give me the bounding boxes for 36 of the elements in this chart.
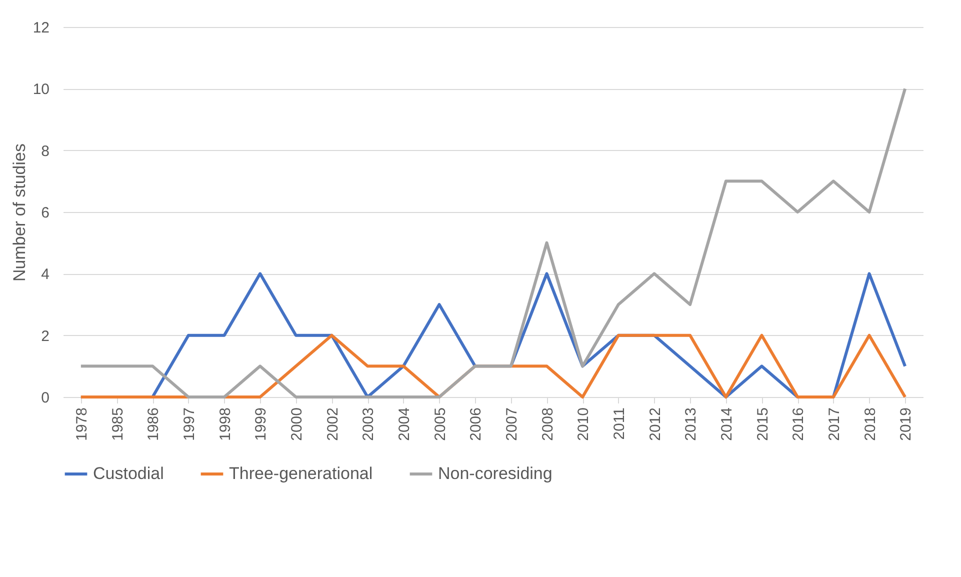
y-axis-title: Number of studies xyxy=(10,144,29,282)
x-tick-label: 2012 xyxy=(646,408,664,441)
x-tick-label: 2014 xyxy=(718,408,736,441)
x-tick-label: 2004 xyxy=(396,408,413,441)
x-tick-label: 2006 xyxy=(468,408,485,441)
x-tick-label: 1985 xyxy=(109,408,126,441)
x-tick-label: 2017 xyxy=(826,408,843,441)
x-tick-label: 2015 xyxy=(754,408,772,441)
x-tick-label: 1997 xyxy=(180,408,198,441)
y-tick-label: 6 xyxy=(41,204,50,222)
x-tick-label: 2000 xyxy=(288,408,306,441)
x-tick-label: 2002 xyxy=(324,408,342,441)
legend-label: Three-generational xyxy=(229,464,373,483)
y-tick-label: 0 xyxy=(41,390,50,406)
x-tick-label: 1986 xyxy=(145,408,162,441)
y-tick-label: 10 xyxy=(32,81,50,98)
x-tick-label: 1978 xyxy=(73,408,90,441)
x-tick-label: 2011 xyxy=(610,408,628,440)
x-tick-label: 2005 xyxy=(432,408,449,441)
x-tick-label: 2007 xyxy=(503,408,520,441)
y-tick-label: 2 xyxy=(41,328,50,345)
x-tick-label: 2018 xyxy=(862,408,879,441)
legend-label: Non-coresiding xyxy=(438,464,552,483)
y-tick-label: 8 xyxy=(41,142,50,160)
x-tick-label: 2016 xyxy=(790,408,808,441)
y-tick-label: 12 xyxy=(32,20,50,36)
x-tick-label: 2013 xyxy=(682,408,700,441)
x-tick-label: 1998 xyxy=(216,408,234,441)
x-tick-label: 2019 xyxy=(898,408,915,441)
x-tick-label: 1999 xyxy=(252,408,270,441)
x-tick-label: 2008 xyxy=(539,408,556,441)
y-tick-label: 4 xyxy=(41,266,50,284)
x-tick-label: 2003 xyxy=(360,408,378,441)
line-series xyxy=(79,87,907,398)
x-tick-label: 2010 xyxy=(575,408,592,441)
legend-label: Custodial xyxy=(93,464,164,483)
